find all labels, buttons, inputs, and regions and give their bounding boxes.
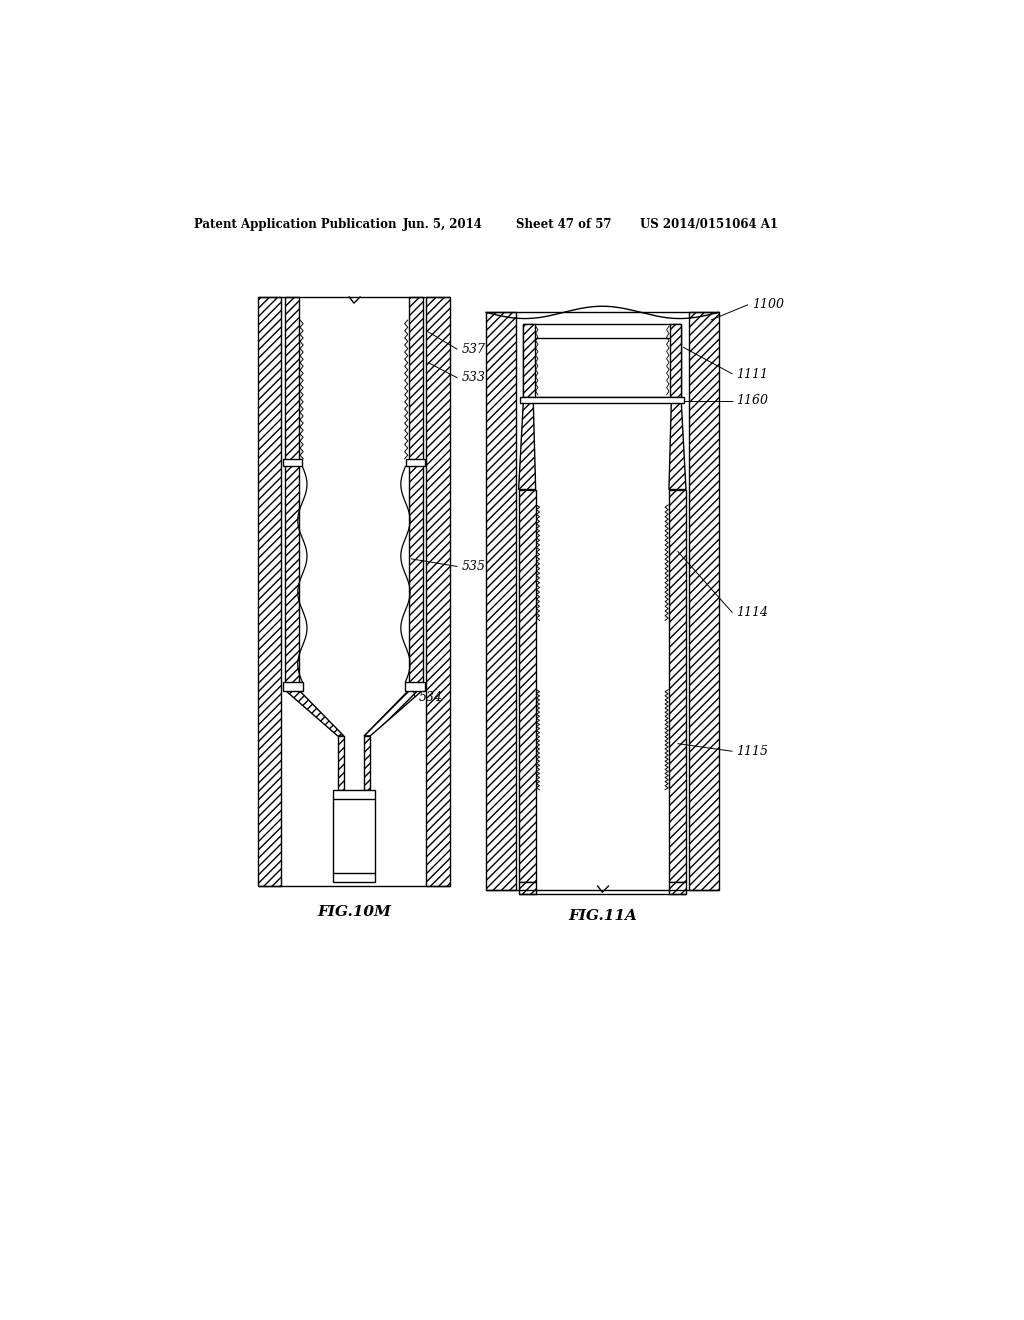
Bar [518,882,536,894]
Text: 533: 533 [461,371,485,384]
Text: Patent Application Publication: Patent Application Publication [194,218,396,231]
Text: 1111: 1111 [736,367,768,380]
Text: FIG.11A: FIG.11A [568,909,637,923]
Text: 534: 534 [419,690,442,704]
Bar [669,490,686,882]
Polygon shape [285,689,344,737]
Bar [518,490,536,882]
Bar [520,397,684,404]
Bar [364,737,371,789]
Text: US 2014/0151064 A1: US 2014/0151064 A1 [640,218,777,231]
Text: 1160: 1160 [736,395,768,408]
Bar [523,323,681,397]
Bar [404,682,425,692]
Bar [486,313,515,890]
Bar [285,297,299,689]
Bar [283,459,302,466]
Bar [410,297,423,689]
Bar [258,297,282,886]
Text: 537: 537 [461,343,485,356]
Text: 535: 535 [461,560,485,573]
Text: 1115: 1115 [736,744,768,758]
Bar [407,459,425,466]
Text: 1100: 1100 [752,298,784,312]
Bar [338,737,344,789]
Polygon shape [669,404,686,490]
Polygon shape [518,404,536,490]
Bar [669,882,686,894]
Text: FIG.10M: FIG.10M [317,906,391,919]
Bar [283,682,303,692]
Text: Jun. 5, 2014: Jun. 5, 2014 [403,218,483,231]
Text: 1114: 1114 [736,606,768,619]
Bar [426,297,450,886]
Bar [670,323,681,397]
Bar [523,323,535,397]
Bar [689,313,719,890]
Bar [333,789,375,882]
Polygon shape [364,689,423,737]
Text: Sheet 47 of 57: Sheet 47 of 57 [515,218,611,231]
